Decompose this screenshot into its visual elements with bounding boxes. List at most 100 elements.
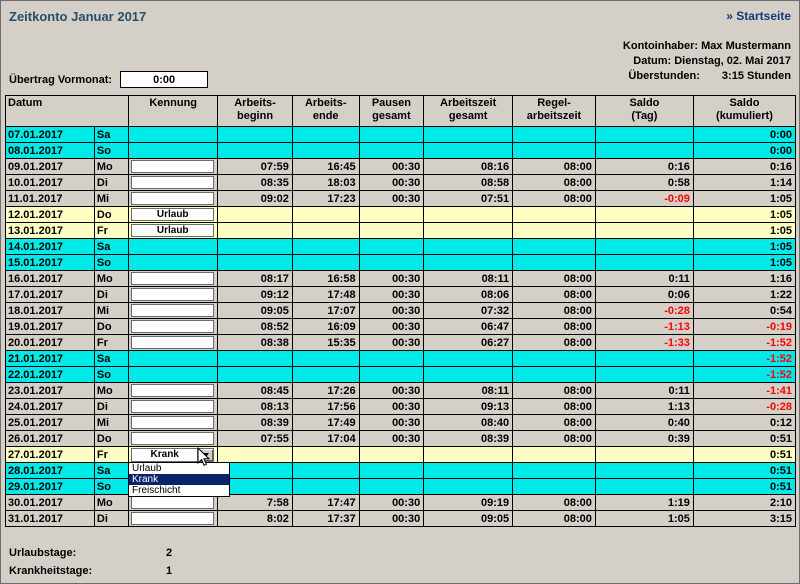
cell-weekday: Mi xyxy=(93,302,130,319)
startseite-link[interactable]: » Startseite xyxy=(726,9,791,23)
cell-regelarbeitszeit xyxy=(512,462,596,479)
cell-arbeitsende: 17:56 xyxy=(291,398,360,415)
cell-pausen-gesamt: 00:30 xyxy=(358,158,425,175)
kennung-field[interactable] xyxy=(131,400,215,413)
kennung-field[interactable] xyxy=(131,192,215,205)
cell-arbeitsbeginn xyxy=(217,478,293,495)
cell-pausen-gesamt xyxy=(358,222,425,239)
cell-arbeitsbeginn: 08:17 xyxy=(217,270,293,287)
cell-arbeitszeit-gesamt: 08:06 xyxy=(423,286,514,303)
cell-saldo-tag xyxy=(594,366,694,383)
timesheet-table: Datum Kennung Arbeits- beginn Arbeits- e… xyxy=(4,95,797,527)
cell-pausen-gesamt: 00:30 xyxy=(358,270,425,287)
cell-saldo-tag: -1:33 xyxy=(594,334,694,351)
kennung-field[interactable] xyxy=(131,160,215,173)
cell-date: 26.01.2017 xyxy=(5,430,95,447)
cell-arbeitsende xyxy=(291,446,360,463)
cell-arbeitszeit-gesamt xyxy=(423,222,514,239)
kennung-field[interactable] xyxy=(131,304,215,317)
cell-pausen-gesamt: 00:30 xyxy=(358,494,425,511)
kennung-field[interactable] xyxy=(131,416,215,429)
account-date-line: Datum: Dienstag, 02. Mai 2017 xyxy=(623,54,791,69)
account-info: Kontoinhaber: Max Mustermann Datum: Dien… xyxy=(623,39,791,84)
kennung-field[interactable] xyxy=(131,512,215,525)
cell-arbeitszeit-gesamt xyxy=(423,462,514,479)
cell-arbeitsbeginn xyxy=(217,366,293,383)
cell-saldo-kumuliert: 0:00 xyxy=(692,142,797,159)
kennung-field[interactable]: Urlaub xyxy=(131,208,215,221)
table-row: 07.01.2017 Sa 0:00 xyxy=(5,126,797,143)
col-header-kennung: Kennung xyxy=(128,95,219,127)
cell-pausen-gesamt: 00:30 xyxy=(358,382,425,399)
cell-saldo-tag: -0:09 xyxy=(594,190,694,207)
cell-arbeitsende: 17:04 xyxy=(291,430,360,447)
cell-saldo-tag: 0:06 xyxy=(594,286,694,303)
cell-pausen-gesamt: 00:30 xyxy=(358,302,425,319)
cell-kennung xyxy=(128,334,219,351)
cell-weekday: So xyxy=(93,478,130,495)
cell-arbeitsende xyxy=(291,366,360,383)
cell-regelarbeitszeit: 08:00 xyxy=(512,286,596,303)
cell-regelarbeitszeit: 08:00 xyxy=(512,414,596,431)
cell-weekday: Fr xyxy=(93,334,130,351)
cell-weekday: Sa xyxy=(93,350,130,367)
table-row: 10.01.2017 Di 08:35 18:03 00:30 08:58 08:00 0:5… xyxy=(5,174,797,191)
cell-arbeitszeit-gesamt: 07:32 xyxy=(423,302,514,319)
table-row: 13.01.2017 Fr Urlaub 1:05 xyxy=(5,222,797,239)
cell-arbeitsbeginn: 07:55 xyxy=(217,430,293,447)
cell-weekday: Do xyxy=(93,206,130,223)
cell-weekday: Sa xyxy=(93,126,130,143)
cell-date: 15.01.2017 xyxy=(5,254,95,271)
cell-regelarbeitszeit xyxy=(512,126,596,143)
cell-arbeitsbeginn: 08:38 xyxy=(217,334,293,351)
col-header-datum: Datum xyxy=(4,95,130,127)
sick-days-row: Krankheitstage: 1 xyxy=(9,562,172,580)
cell-date: 11.01.2017 xyxy=(5,190,95,207)
cell-date: 27.01.2017 xyxy=(5,446,95,463)
kennung-field[interactable] xyxy=(131,336,215,349)
cell-date: 14.01.2017 xyxy=(5,238,95,255)
table-row: 24.01.2017 Di 08:13 17:56 00:30 09:13 08:00 1:1… xyxy=(5,398,797,415)
dropdown-option-urlaub[interactable]: Urlaub xyxy=(132,463,162,474)
cell-weekday: Sa xyxy=(93,238,130,255)
carryover-group: Übertrag Vormonat: xyxy=(9,71,209,88)
cell-date: 21.01.2017 xyxy=(5,350,95,367)
cell-date: 30.01.2017 xyxy=(5,494,95,511)
kennung-field[interactable] xyxy=(131,496,215,509)
cell-arbeitszeit-gesamt: 09:19 xyxy=(423,494,514,511)
kennung-field[interactable] xyxy=(131,272,215,285)
cell-kennung: Urlaub xyxy=(128,206,219,223)
cell-arbeitsende xyxy=(291,350,360,367)
dropdown-option-freischicht[interactable]: Freischicht xyxy=(132,485,181,496)
cell-arbeitszeit-gesamt: 08:39 xyxy=(423,430,514,447)
overtime-value: 3:15 Stunden xyxy=(721,70,791,82)
cell-arbeitszeit-gesamt: 09:05 xyxy=(423,510,514,527)
cell-weekday: Sa xyxy=(93,462,130,479)
cell-pausen-gesamt xyxy=(358,446,425,463)
kennung-field[interactable] xyxy=(131,384,215,397)
cell-weekday: Mo xyxy=(93,494,130,511)
chevron-down-icon xyxy=(202,452,209,457)
cell-arbeitsende: 17:07 xyxy=(291,302,360,319)
cell-weekday: Fr xyxy=(93,446,130,463)
cell-arbeitszeit-gesamt xyxy=(423,206,514,223)
cell-regelarbeitszeit: 08:00 xyxy=(512,510,596,527)
cell-saldo-kumuliert: 0:12 xyxy=(692,414,797,431)
kennung-field[interactable]: Urlaub xyxy=(131,224,215,237)
table-row: 18.01.2017 Mi 09:05 17:07 00:30 07:32 08:00 -0:… xyxy=(5,302,797,319)
cell-weekday: Fr xyxy=(93,222,130,239)
cell-regelarbeitszeit: 08:00 xyxy=(512,334,596,351)
carryover-input[interactable] xyxy=(120,71,209,88)
dropdown-option-krank[interactable]: Krank xyxy=(129,474,229,485)
cell-arbeitsende: 17:47 xyxy=(291,494,360,511)
cell-arbeitsbeginn xyxy=(217,142,293,159)
kennung-field[interactable] xyxy=(131,176,215,189)
kennung-field[interactable] xyxy=(131,288,215,301)
cell-arbeitsende xyxy=(291,462,360,479)
cell-date: 09.01.2017 xyxy=(5,158,95,175)
kennung-field[interactable] xyxy=(131,432,215,445)
kennung-field[interactable] xyxy=(131,320,215,333)
cell-saldo-tag xyxy=(594,142,694,159)
cell-pausen-gesamt: 00:30 xyxy=(358,174,425,191)
